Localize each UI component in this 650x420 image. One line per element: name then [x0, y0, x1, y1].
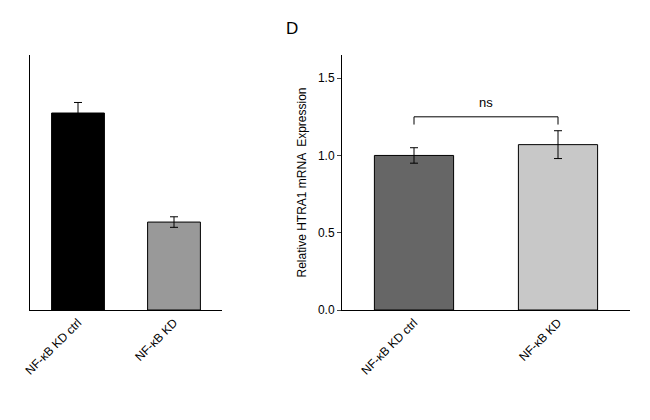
svg-text:0.0: 0.0	[318, 303, 335, 317]
svg-text:D: D	[286, 19, 298, 38]
svg-text:NF-κB KD: NF-κB KD	[516, 316, 564, 364]
svg-text:NF-κB KD ctrl: NF-κB KD ctrl	[23, 316, 85, 378]
svg-text:1.5: 1.5	[318, 71, 335, 85]
svg-text:ns: ns	[479, 95, 493, 110]
svg-text:1.0: 1.0	[318, 149, 335, 163]
svg-text:0.5: 0.5	[318, 226, 335, 240]
svg-text:Relative HTRA1 mRNA Expressio: Relative HTRA1 mRNA Expression	[295, 87, 309, 277]
svg-text:NF-κB KD: NF-κB KD	[132, 316, 180, 364]
svg-text:NF-κB KD ctrl: NF-κB KD ctrl	[359, 316, 421, 378]
